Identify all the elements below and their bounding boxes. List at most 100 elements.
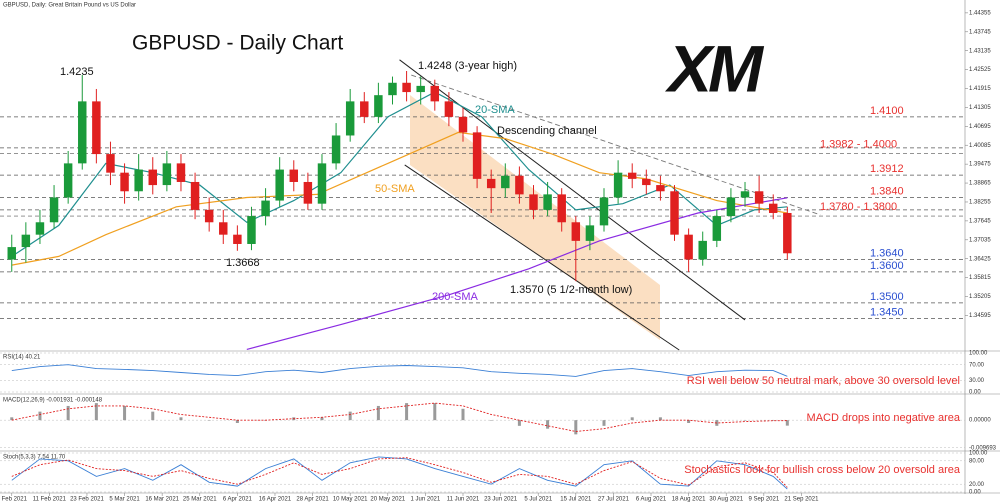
indicator-label: RSI(14) 40.21 <box>3 355 41 361</box>
indicator-line <box>11 364 788 377</box>
sma-line <box>11 131 788 266</box>
candle-body <box>78 101 87 164</box>
level-label: 1.3450 <box>870 306 904 318</box>
macd-bar <box>10 417 14 421</box>
indicator-tick-label: 0.00 <box>969 490 981 496</box>
indicator-line <box>11 456 788 490</box>
candle-body <box>613 172 623 198</box>
y-tick-label: 1.35205 <box>969 294 991 300</box>
candle-body <box>599 197 609 226</box>
candle-body <box>670 191 679 235</box>
y-tick-label: 1.38865 <box>969 181 991 187</box>
candle-body <box>317 163 327 204</box>
candle-body <box>275 169 284 201</box>
x-tick-label: 23 Jun 2021 <box>484 497 518 503</box>
annotation: 50-SMA <box>375 183 415 195</box>
y-tick-label: 1.37645 <box>969 218 991 224</box>
macd-bar <box>433 403 437 421</box>
annotation: 1.3668 <box>226 257 260 269</box>
level-label: 1.3600 <box>870 260 904 272</box>
candle-body <box>486 178 496 189</box>
candle-body <box>289 169 299 182</box>
indicator-tick-label: 0.00000 <box>969 418 991 424</box>
macd-bar <box>179 417 183 421</box>
macd-bar <box>235 420 239 423</box>
indicator-label: MACD(12,26,9) -0.001931 -0.000148 <box>3 398 103 404</box>
x-tick-label: 1 Jun 2021 <box>411 497 441 503</box>
candle-body <box>768 203 778 213</box>
candle-body <box>430 85 440 102</box>
indicator-note: RSI well below 50 neutral mark, above 30… <box>687 375 960 387</box>
macd-bar <box>320 417 324 421</box>
y-tick-label: 1.37035 <box>969 237 991 243</box>
macd-bar <box>66 405 70 421</box>
y-tick-label: 1.44355 <box>969 10 991 16</box>
y-tick-label: 1.43135 <box>969 48 991 54</box>
y-tick-label: 1.38255 <box>969 200 991 206</box>
candle-body <box>712 216 722 241</box>
macd-bar <box>94 403 98 421</box>
macd-bar <box>743 420 747 421</box>
level-label: 1.3912 <box>870 163 904 175</box>
trend-line <box>404 164 680 351</box>
candle-body <box>303 181 313 204</box>
x-tick-label: 16 Apr 2021 <box>259 497 292 503</box>
indicator-note: MACD drops into negative area <box>807 412 961 424</box>
indicator-note: Stochastics look for bullish cross below… <box>684 464 961 476</box>
indicator-tick-label: 70.00 <box>969 362 985 368</box>
trend-line <box>411 74 821 216</box>
candle-body <box>148 169 157 186</box>
candle-body <box>345 101 355 136</box>
x-tick-label: 5 Mar 2021 <box>109 497 140 503</box>
candle-body <box>92 101 101 155</box>
x-tick-label: 10 May 2021 <box>333 497 368 503</box>
candle-body <box>684 234 693 260</box>
macd-bar <box>517 420 521 426</box>
candle-body <box>740 191 750 198</box>
level-label: 1.3982 - 1.4000 <box>820 139 897 151</box>
macd-bar <box>405 403 409 421</box>
y-tick-label: 1.43745 <box>969 29 991 35</box>
annotation: Descending channel <box>497 125 597 137</box>
sma-line <box>246 197 788 350</box>
y-tick-label: 1.36425 <box>969 256 991 262</box>
macd-bar <box>658 417 662 421</box>
candle-body <box>402 82 411 93</box>
annotation: 1.4248 (3-year high) <box>418 60 517 72</box>
candle-body <box>35 222 45 235</box>
candle-body <box>120 172 129 192</box>
y-tick-label: 1.35815 <box>969 275 991 281</box>
candle-body <box>642 178 651 186</box>
candle-body <box>444 101 454 117</box>
macd-bar <box>489 420 493 421</box>
macd-bar <box>785 420 789 426</box>
level-label: 1.3840 <box>870 185 904 197</box>
candle-body <box>21 234 31 248</box>
y-tick-label: 1.40085 <box>969 143 991 149</box>
x-tick-label: 16 Mar 2021 <box>145 497 179 503</box>
candle-body <box>388 82 397 96</box>
candle-body <box>219 222 228 235</box>
x-tick-label: 25 Mar 2021 <box>183 497 217 503</box>
macd-bar <box>376 405 380 421</box>
indicator-tick-label: 20.00 <box>969 482 985 488</box>
x-tick-label: 9 Sep 2021 <box>748 497 779 503</box>
x-tick-label: 6 Aug 2021 <box>636 497 667 503</box>
indicator-label: Stoch(5,3,3) 7.54 11.70 <box>3 455 66 461</box>
x-tick-label: 30 Aug 2021 <box>709 497 743 503</box>
channel-shade <box>410 95 660 340</box>
x-tick-label: 6 Apr 2021 <box>223 497 253 503</box>
y-tick-label: 1.34595 <box>969 313 991 319</box>
candle-body <box>374 95 383 117</box>
macd-bar <box>461 408 465 421</box>
indicator-tick-label: 30.00 <box>969 378 985 384</box>
candle-body <box>63 163 73 198</box>
macd-bar <box>546 420 550 429</box>
x-tick-label: 11 Jun 2021 <box>447 497 480 503</box>
y-tick-label: 1.41915 <box>969 86 991 92</box>
candle-body <box>656 185 665 192</box>
macd-bar <box>602 420 606 426</box>
level-label: 1.3500 <box>870 291 904 303</box>
candle-body <box>49 197 59 223</box>
logo: XM <box>664 31 765 105</box>
